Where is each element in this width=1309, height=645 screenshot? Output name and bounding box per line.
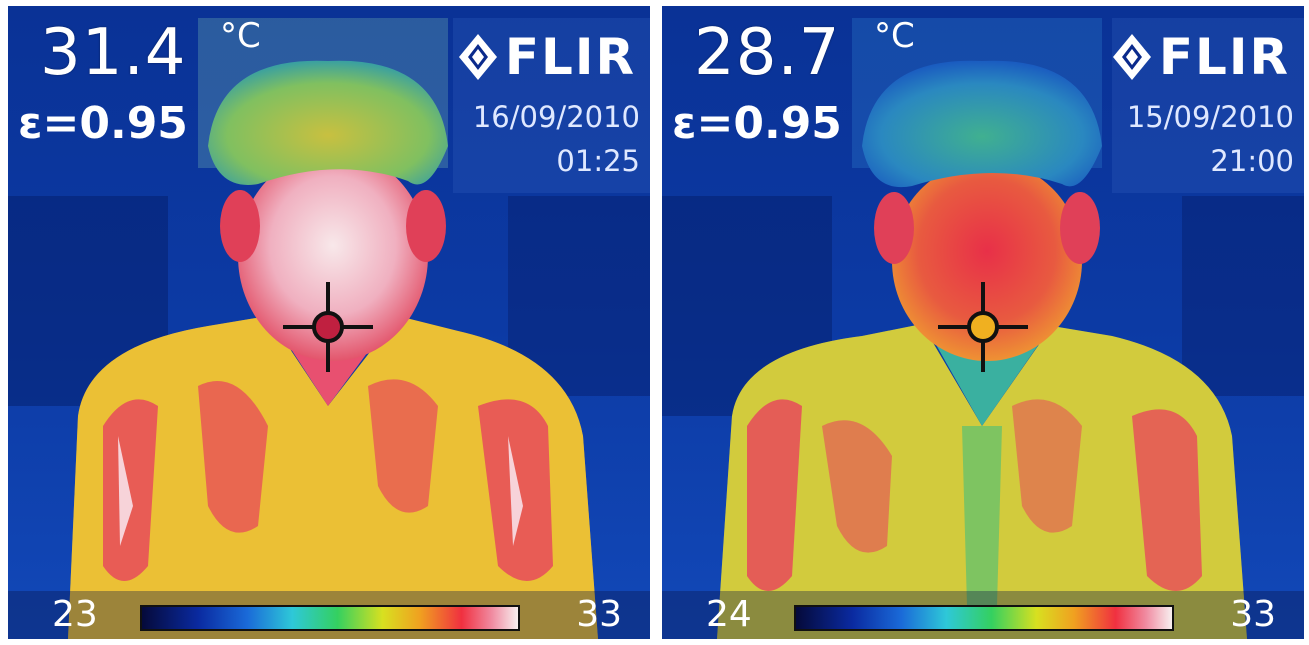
scale-max: 33 xyxy=(576,594,622,635)
scale-min: 23 xyxy=(52,594,98,635)
emissivity-readout: ε=0.95 xyxy=(672,98,842,149)
flir-logo: FLIR xyxy=(1111,28,1290,86)
capture-date: 16/09/2010 xyxy=(472,100,640,134)
thermal-image-right: 28.7 °C ε=0.95 FLIR 15/09/2010 21:00 24 … xyxy=(662,6,1304,639)
capture-time: 21:00 xyxy=(1210,144,1294,178)
color-scale-gradient xyxy=(794,605,1174,631)
brand-name: FLIR xyxy=(504,28,636,86)
temperature-readout: 31.4 xyxy=(40,16,187,90)
capture-date: 15/09/2010 xyxy=(1126,100,1294,134)
temperature-unit: °C xyxy=(874,16,915,56)
thermal-scene-left xyxy=(8,6,650,639)
flir-logo: FLIR xyxy=(457,28,636,86)
capture-time: 01:25 xyxy=(556,144,640,178)
flir-diamond-icon xyxy=(1112,34,1151,80)
crosshair-right xyxy=(938,282,1028,372)
crosshair-left xyxy=(283,282,373,372)
thermal-image-left: 31.4 °C ε=0.95 FLIR 16/09/2010 01:25 23 … xyxy=(8,6,650,639)
temperature-readout: 28.7 xyxy=(694,16,841,90)
thermal-scene-right xyxy=(662,6,1304,639)
temperature-scale: 24 33 xyxy=(662,591,1304,639)
color-scale-gradient xyxy=(140,605,520,631)
temperature-unit: °C xyxy=(220,16,261,56)
brand-name: FLIR xyxy=(1158,28,1290,86)
temperature-scale: 23 33 xyxy=(8,591,650,639)
emissivity-readout: ε=0.95 xyxy=(18,98,188,149)
scale-min: 24 xyxy=(706,594,752,635)
flir-diamond-icon xyxy=(458,34,497,80)
scale-max: 33 xyxy=(1230,594,1276,635)
